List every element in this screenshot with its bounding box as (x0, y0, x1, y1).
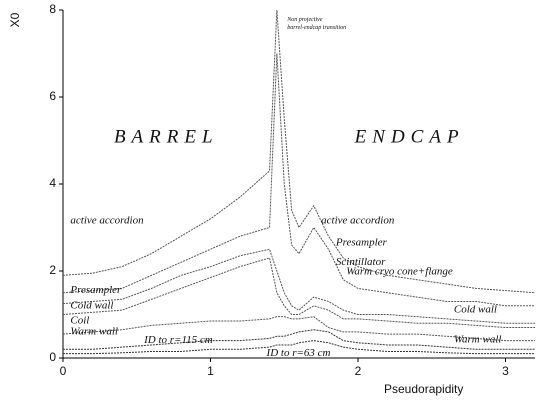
y-tick-label: 2 (49, 263, 56, 277)
y-axis-label: X0 (8, 12, 22, 27)
y-tick-label: 8 (49, 2, 56, 16)
annotation: active accordion (70, 215, 144, 227)
series-line (62, 316, 535, 342)
series-line (63, 329, 535, 350)
annotation: Warm wall (454, 333, 502, 345)
annotation: Scintillator (336, 256, 386, 268)
annotation: Non projective (286, 17, 323, 23)
x-tick-label: 3 (502, 364, 509, 378)
series-line (62, 53, 535, 307)
annotation: Coil (70, 315, 89, 327)
x-tick-label: 1 (207, 364, 214, 378)
y-tick-label: 4 (49, 176, 56, 190)
series-line (62, 248, 535, 324)
annotation: Presampler (335, 236, 388, 248)
annotation: Cold wall (70, 299, 113, 311)
annotation: ID to r=115 cm (143, 334, 213, 346)
annotation: BARREL (114, 127, 219, 148)
annotation: ID to r=63 cm (266, 347, 331, 359)
x-axis-label: Pseudorapidity (384, 382, 463, 396)
x-tick-label: 2 (355, 364, 362, 378)
series-line (62, 257, 535, 329)
annotation: ENDCAP (354, 127, 465, 148)
annotation: Warm cryo cone+flange (346, 265, 453, 277)
y-tick-label: 6 (49, 89, 56, 103)
y-tick-label: 0 (49, 350, 56, 364)
annotation: barrel-endcap transition (287, 25, 346, 31)
annotation: active accordion (321, 215, 395, 227)
annotation: Presampler (69, 284, 122, 296)
series-line (63, 340, 535, 355)
annotation: Cold wall (454, 304, 497, 316)
x-tick-label: 0 (60, 364, 67, 378)
annotation: Warm wall (70, 325, 118, 337)
series-line (62, 9, 536, 294)
